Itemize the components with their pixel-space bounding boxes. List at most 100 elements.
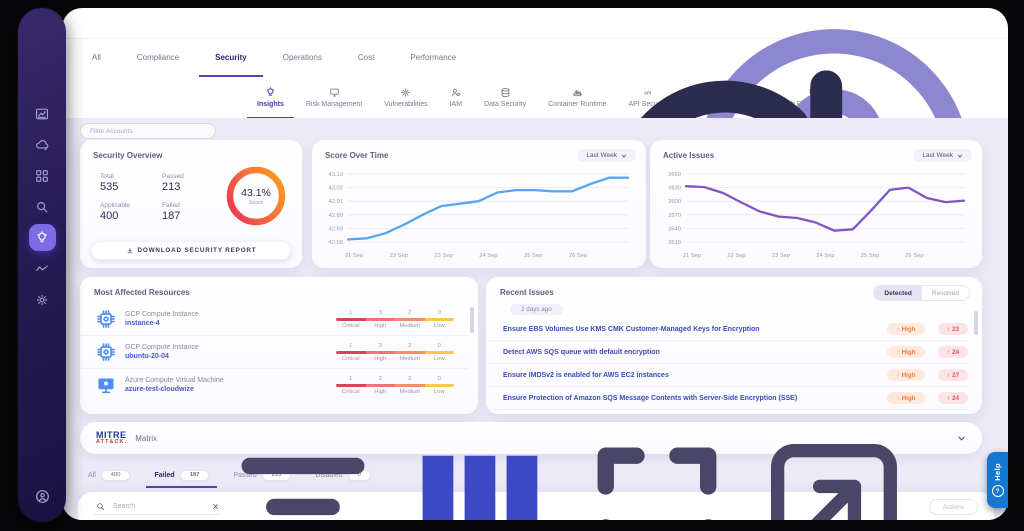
active-issues-range-select[interactable]: Last Week — [913, 149, 972, 162]
sidebar-item-search[interactable] — [29, 193, 56, 220]
stat-value: 535 — [100, 181, 119, 193]
resource-name-link[interactable]: ubuntu-20-04 — [125, 353, 169, 360]
security-overview-card: Security Overview Total 535 Passed 213 Appli… — [80, 140, 302, 268]
subtab-vulnerabilities[interactable]: Vulnerabilities — [374, 77, 437, 119]
filter-tab-label: Failed — [154, 471, 175, 479]
issue-count-badge[interactable]: ↑ 27 — [938, 369, 968, 381]
issue-link[interactable]: Ensure Protection of Amazon SQS Message … — [503, 394, 798, 402]
score-value: 43.1% — [241, 186, 271, 199]
severity-count: 2 — [408, 309, 412, 316]
issue-link[interactable]: Detect AWS SQS queue with default encryp… — [503, 348, 660, 356]
search-input[interactable] — [111, 502, 206, 511]
monitor-icon — [329, 87, 340, 98]
chevron-down-icon[interactable] — [957, 434, 966, 443]
subtab-data-security[interactable]: Data Security — [474, 77, 536, 119]
severity-labels: Critical High Medium Low — [336, 356, 454, 362]
issue-group-label: 2 days ago — [510, 304, 563, 315]
chip-icon — [96, 309, 116, 329]
sidebar-item-gear[interactable] — [29, 286, 56, 313]
sidebar-item-activity[interactable] — [29, 255, 56, 282]
export-icon[interactable] — [752, 425, 916, 520]
svg-text:25 Sep: 25 Sep — [524, 253, 542, 259]
scrollbar-thumb[interactable] — [974, 311, 978, 335]
active-issues-card: Active Issues Last Week 3510 3540 3570 3600… — [650, 140, 982, 268]
tab-security[interactable]: Security — [199, 39, 263, 77]
score-range-select[interactable]: Last Week — [577, 149, 636, 162]
download-icon — [126, 247, 134, 255]
issue-count-badge[interactable]: ↑ 24 — [938, 392, 968, 404]
subtab-api-security[interactable]: API API Security — [618, 77, 677, 119]
stat-failed: Failed 187 — [162, 202, 224, 222]
detected-resolved-toggle: Detected Resolved — [873, 285, 970, 301]
lightbulb-icon — [265, 86, 276, 98]
tab-operations[interactable]: Operations — [282, 52, 322, 62]
most-affected-title: Most Affected Resources — [94, 288, 190, 297]
severity-count: 3 — [378, 342, 382, 349]
subtab-risk-management[interactable]: Risk Management — [296, 77, 372, 119]
severity-gradient-bar — [336, 383, 454, 387]
toggle-resolved[interactable]: Resolved — [931, 289, 959, 297]
tab-all[interactable]: All — [92, 52, 101, 62]
download-security-report-button[interactable]: DOWNLOAD SECURITY REPORT — [91, 241, 291, 260]
issue-link[interactable]: Ensure IMDSv2 is enabled for AWS EC2 ins… — [503, 371, 669, 379]
severity-label: Critical — [341, 355, 360, 362]
filter-icon[interactable] — [221, 425, 385, 520]
clear-search-icon[interactable] — [212, 503, 219, 510]
issue-row: Detect AWS SQS queue with default encryp… — [486, 341, 968, 364]
lightbulb-icon — [35, 230, 49, 245]
severity-label: Low — [433, 388, 445, 395]
filter-tab-label: Passed — [233, 471, 257, 479]
svg-text:42.69: 42.69 — [328, 226, 343, 232]
severity-gradient-bar — [336, 317, 454, 321]
tab-cost[interactable]: Cost — [357, 52, 375, 62]
sidebar-item-lightbulb[interactable] — [28, 224, 56, 251]
severity-badge[interactable]: ↑ High — [887, 346, 925, 358]
tab-performance[interactable]: Performance — [410, 52, 457, 62]
filter-tab-all[interactable]: All 400 — [80, 464, 138, 488]
resource-name-link[interactable]: azure-test-cloudwize — [125, 386, 194, 393]
severity-badge[interactable]: ↑ High — [887, 323, 925, 335]
actions-button[interactable]: Actions — [928, 499, 978, 515]
subtab-iam[interactable]: IAM — [440, 77, 472, 119]
chevron-down-icon — [957, 153, 963, 159]
score-chart-title: Score Over Time — [325, 151, 389, 160]
stat-value: 400 — [100, 210, 119, 222]
sidebar-item-cloud-cost[interactable]: $ — [29, 131, 56, 158]
issue-count-badge[interactable]: ↑ 23 — [938, 323, 968, 335]
issue-row: Ensure IMDSv2 is enabled for AWS EC2 ins… — [486, 364, 968, 387]
severity-count: 0 — [437, 375, 441, 382]
expand-icon[interactable] — [575, 425, 739, 520]
help-button[interactable]: Help ? — [987, 452, 1008, 508]
sidebar-item-support[interactable] — [29, 483, 56, 510]
svg-text:43.13: 43.13 — [328, 172, 343, 178]
toggle-detected[interactable]: Detected — [874, 286, 922, 300]
subtab-container-runtime[interactable]: Container Runtime — [538, 77, 616, 119]
score-gauge-text: 43.1% Score — [224, 164, 288, 228]
mitre-logo-line2: ATT&CK. — [96, 438, 128, 445]
toolbar-icons — [221, 425, 916, 520]
sidebar-item-analytics-chart[interactable] — [29, 100, 56, 127]
severity-badge[interactable]: ↑ High — [887, 392, 925, 404]
severity-count: 0 — [437, 342, 441, 349]
sidebar-item-apps-grid[interactable] — [29, 162, 56, 189]
filter-tab-failed[interactable]: Failed 187 — [146, 464, 218, 488]
severity-counts: 1 3 2 0 — [336, 310, 454, 316]
subtab-insights[interactable]: Insights — [247, 77, 294, 119]
svg-text:26 Sep: 26 Sep — [569, 253, 587, 259]
resource-row: GCP Compute Instance ubuntu-20-04 1 3 2 0 Crit… — [80, 336, 468, 369]
issue-link[interactable]: Ensure EBS Volumes Use KMS CMK Customer-… — [503, 325, 760, 333]
svg-text:API: API — [644, 90, 651, 95]
container-ship-icon — [572, 87, 583, 98]
tab-compliance[interactable]: Compliance — [136, 52, 180, 62]
resource-name-link[interactable]: instance-4 — [125, 320, 160, 327]
question-mark-icon: ? — [991, 485, 1004, 498]
svg-text:23 Sep: 23 Sep — [434, 253, 452, 259]
scrollbar-thumb[interactable] — [470, 307, 474, 333]
severity-badge[interactable]: ↑ High — [887, 369, 925, 381]
active-issues-range-value: Last Week — [922, 152, 953, 159]
issue-count-badge[interactable]: ↑ 24 — [938, 346, 968, 358]
filter-accounts-input[interactable] — [80, 123, 216, 139]
score-gauge: 43.1% Score — [224, 164, 288, 228]
columns-icon[interactable] — [398, 425, 562, 520]
